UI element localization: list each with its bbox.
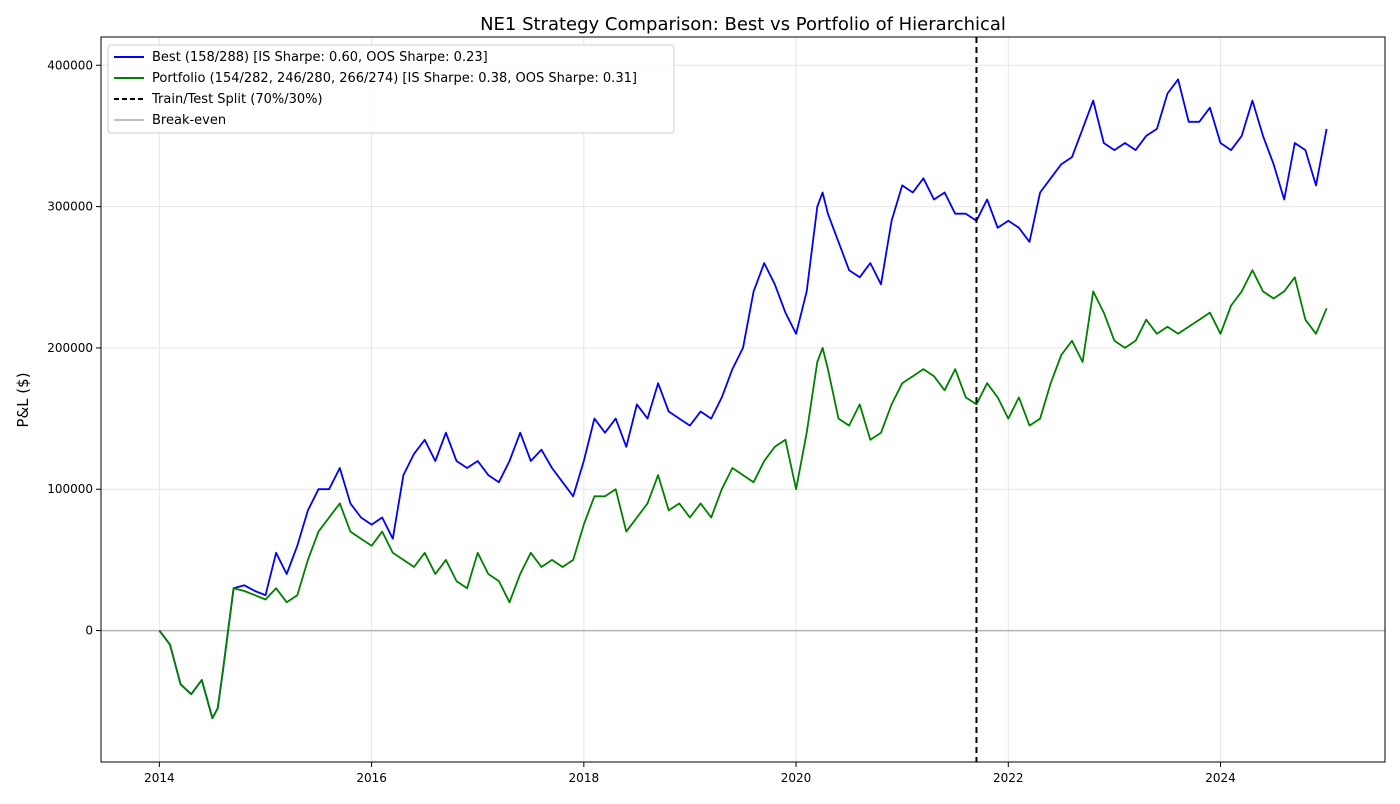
- y-axis-ticks: 0 100000 200000 300000 400000: [47, 58, 101, 638]
- x-tick-label: 2024: [1205, 771, 1236, 785]
- y-tick-label: 100000: [47, 482, 93, 496]
- legend-label: Portfolio (154/282, 246/280, 266/274) [I…: [152, 71, 637, 86]
- series-lines: [158, 78, 1328, 720]
- y-tick-label: 0: [85, 624, 93, 638]
- x-axis-ticks: 2014 2016 2018 2020 2022 2024: [144, 762, 1236, 785]
- x-tick-label: 2018: [569, 771, 600, 785]
- x-tick-label: 2016: [356, 771, 387, 785]
- legend-label: Best (158/288) [IS Sharpe: 0.60, OOS Sha…: [152, 50, 488, 65]
- best-strategy-line: [158, 78, 1328, 720]
- y-tick-label: 400000: [47, 58, 93, 72]
- chart-title: NE1 Strategy Comparison: Best vs Portfol…: [480, 14, 1006, 35]
- legend: Best (158/288) [IS Sharpe: 0.60, OOS Sha…: [107, 44, 675, 134]
- y-tick-label: 200000: [47, 341, 93, 355]
- x-tick-label: 2022: [993, 771, 1024, 785]
- portfolio-strategy-line: [158, 269, 1328, 720]
- y-tick-label: 300000: [47, 200, 93, 214]
- legend-label: Train/Test Split (70%/30%): [151, 92, 323, 107]
- legend-box: [107, 44, 675, 134]
- y-axis-label: P&L ($): [14, 372, 32, 427]
- x-tick-label: 2014: [144, 771, 175, 785]
- x-tick-label: 2020: [781, 771, 812, 785]
- legend-label: Break-even: [152, 113, 226, 128]
- legend-items: Best (158/288) [IS Sharpe: 0.60, OOS Sha…: [114, 50, 637, 128]
- plot-area-frame: [100, 36, 1386, 763]
